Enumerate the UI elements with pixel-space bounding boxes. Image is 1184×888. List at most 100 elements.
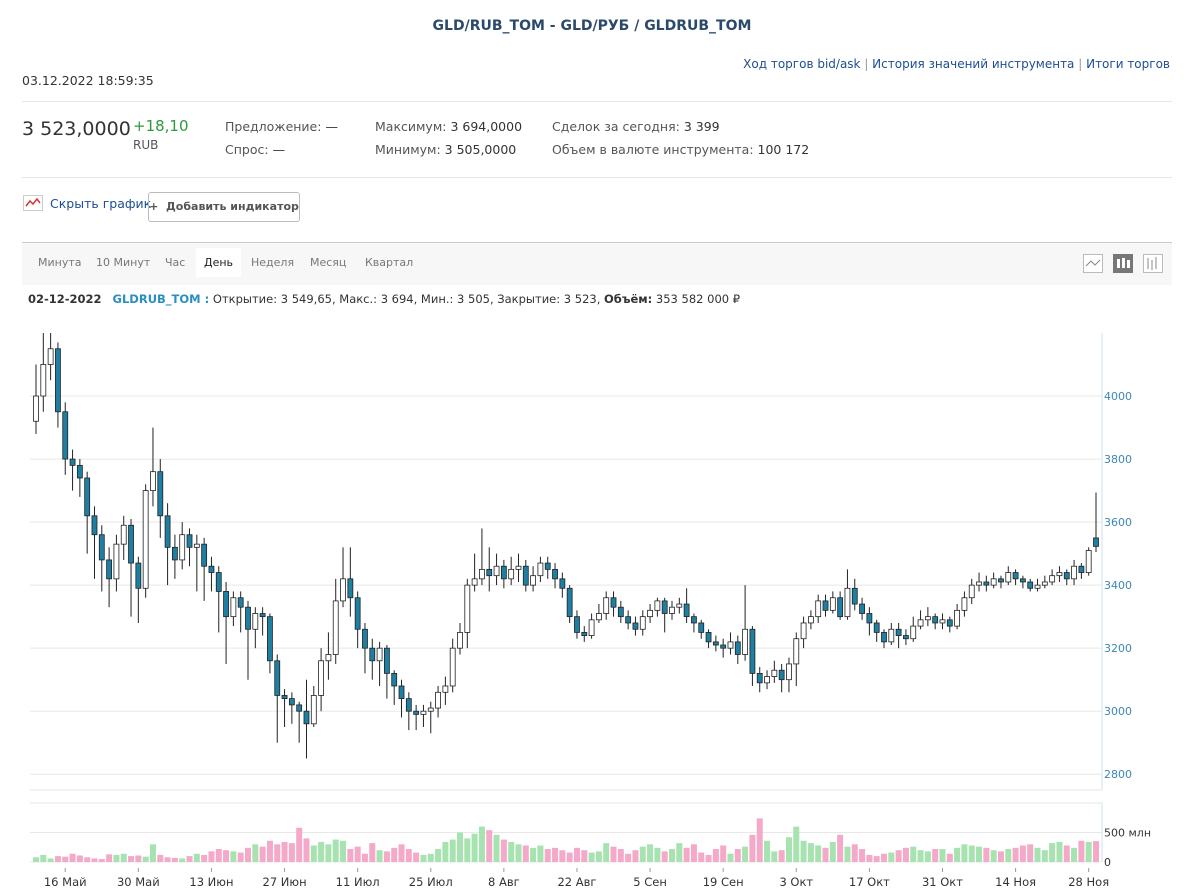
link[interactable]: Итоги торгов — [1086, 57, 1170, 71]
volume-bar — [442, 841, 449, 862]
candle-body — [267, 616, 273, 662]
candle-body — [829, 597, 836, 611]
candle-body — [807, 616, 814, 624]
x-tick-label: 11 Июл — [336, 875, 380, 888]
volume-bar — [764, 840, 771, 862]
stat-label: Спрос: — [225, 142, 269, 157]
candle-body — [932, 616, 939, 624]
volume-bar — [120, 853, 127, 862]
volume-bar — [946, 853, 953, 862]
volume-bar — [266, 840, 273, 862]
candle-body — [47, 348, 54, 365]
volume-bar — [647, 844, 654, 862]
candle-body — [325, 654, 332, 662]
candle-body — [639, 616, 646, 630]
volume-bar — [588, 852, 595, 862]
candle-body — [712, 641, 719, 646]
x-tick-label: 16 Май — [44, 875, 87, 888]
candle-body — [625, 616, 632, 624]
info-text: Открытие: 3 549,65, Макс.: 3 694, Мин.: … — [212, 292, 601, 306]
volume-bar — [807, 843, 814, 862]
candle-body — [464, 584, 471, 633]
candle-body — [120, 524, 127, 545]
volume-bar — [508, 841, 515, 862]
candle-body — [413, 710, 420, 715]
stat: Предложение: — — [225, 119, 338, 134]
volume-bar — [347, 849, 354, 862]
candle-body — [515, 565, 522, 570]
stat: Минимум: 3 505,0000 — [375, 142, 516, 157]
volume-bar — [186, 856, 193, 862]
volume-bar — [698, 852, 705, 862]
button-label: Добавить индикатор — [166, 200, 299, 213]
tab[interactable]: Неделя — [251, 256, 295, 269]
candle-body — [888, 628, 895, 643]
candle-body — [296, 704, 303, 712]
candle-body — [113, 543, 120, 580]
candle-body — [91, 515, 98, 536]
tab[interactable]: Час — [165, 256, 186, 269]
candle-body — [756, 672, 763, 684]
volume-bar — [376, 850, 383, 862]
volume-bar — [405, 849, 412, 862]
tab[interactable]: День — [196, 248, 242, 277]
link[interactable]: История значений инструмента — [872, 57, 1075, 71]
volume-bar — [866, 854, 873, 862]
candle-body — [895, 628, 902, 636]
volume-bar — [844, 846, 851, 862]
candle-body — [1071, 565, 1077, 580]
volume-bar — [705, 854, 712, 862]
y-tick-label: 4000 — [1104, 390, 1132, 403]
candle-body — [998, 578, 1004, 583]
volume-bar — [924, 851, 931, 862]
hide-chart[interactable]: Скрыть график — [50, 196, 152, 211]
volume-bar — [603, 843, 610, 862]
volume-bar — [785, 837, 792, 862]
candle-body — [449, 647, 456, 687]
candle-body — [917, 619, 924, 627]
candle-body — [574, 616, 580, 633]
candle-body — [457, 632, 463, 649]
candle-body — [508, 568, 515, 580]
candle-body — [479, 568, 485, 580]
stat-value: — — [325, 119, 338, 134]
volume-bar — [361, 853, 368, 862]
candle-body — [866, 613, 873, 624]
candle-body — [486, 568, 493, 577]
candle-body — [179, 534, 186, 561]
tab[interactable]: 10 Минут — [96, 256, 151, 269]
volume-bar — [1063, 845, 1070, 862]
volume-bar — [530, 847, 537, 862]
stat-label: Объем в валюте инструмента: — [552, 142, 754, 157]
candle-body — [1056, 572, 1063, 577]
candle-body — [544, 562, 551, 570]
candle-body — [537, 562, 544, 577]
candle-body — [778, 669, 785, 681]
volume-bar — [54, 856, 61, 862]
candle-body — [310, 695, 317, 725]
volume-bar — [625, 853, 632, 862]
links: Ход торгов bid/ask | История значений ин… — [743, 57, 1170, 71]
volume-bar — [756, 818, 763, 862]
tab[interactable]: Квартал — [365, 256, 414, 269]
currency: RUB — [133, 138, 159, 152]
volume-bar — [961, 844, 968, 862]
tab[interactable]: Минута — [38, 256, 82, 269]
candle-body — [837, 597, 844, 618]
add-indicator[interactable]: + Добавить индикатор — [148, 192, 300, 222]
stat: Объем в валюте инструмента: 100 172 — [552, 142, 809, 157]
candle-body — [968, 584, 975, 599]
timestamp: 03.12.2022 18:59:35 — [22, 73, 154, 88]
link[interactable]: Ход торгов bid/ask — [743, 57, 861, 71]
x-tick-label: 25 Июл — [409, 875, 453, 888]
candle-body — [727, 641, 734, 649]
tab[interactable]: Месяц — [310, 256, 347, 269]
volume-bar — [106, 854, 113, 862]
volume-bar — [661, 851, 668, 862]
candle-body — [669, 606, 675, 614]
info-date: 02-12-2022 — [28, 292, 102, 306]
candle-body — [632, 622, 639, 630]
candle-body — [1041, 581, 1048, 586]
candle-body — [617, 606, 624, 618]
y-tick-label: 3400 — [1104, 579, 1132, 592]
